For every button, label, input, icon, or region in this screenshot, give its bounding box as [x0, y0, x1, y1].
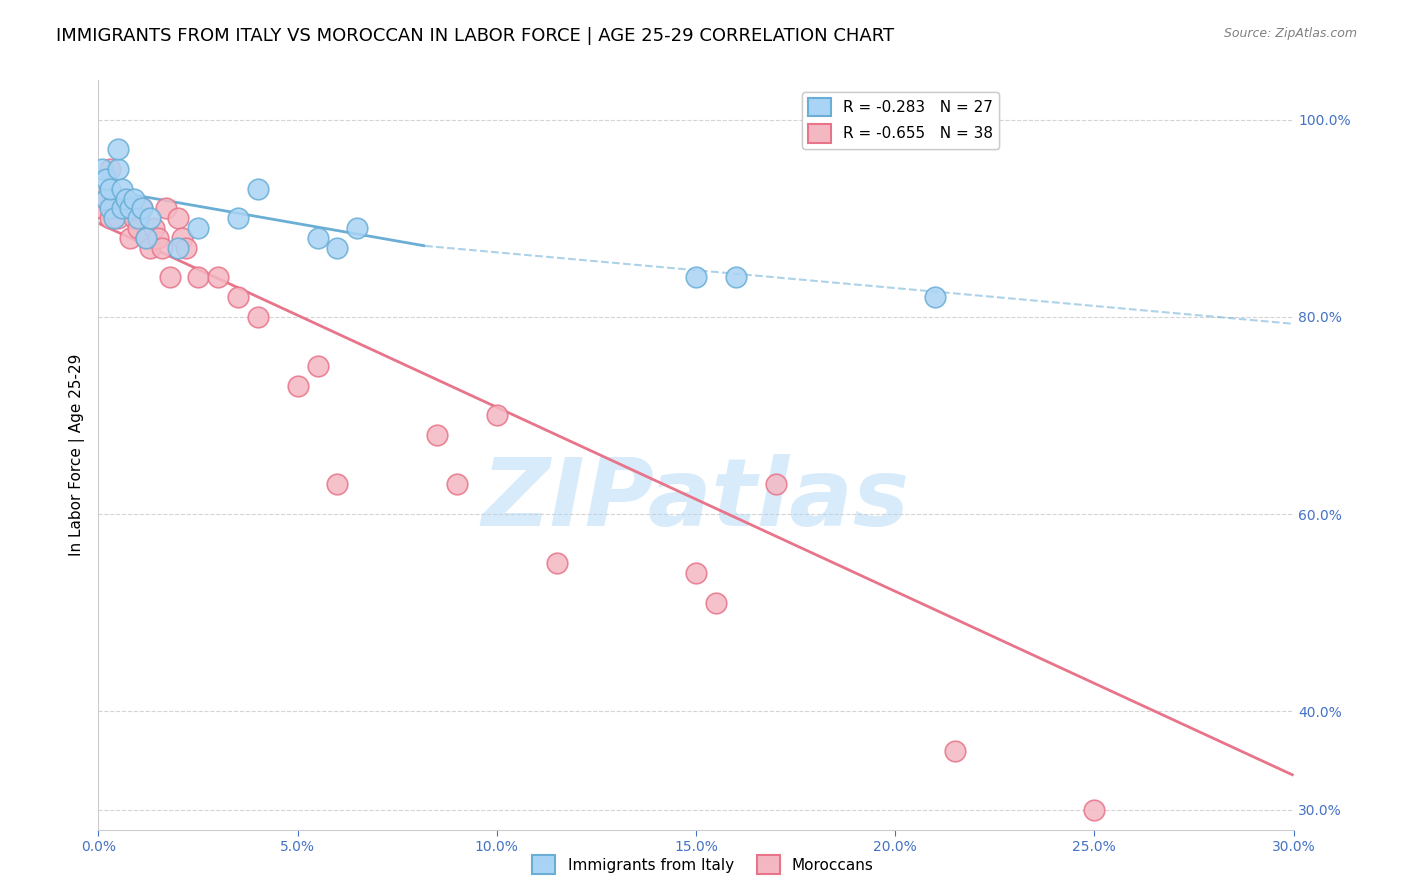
Point — [98, 211, 122, 226]
Point — [446, 477, 468, 491]
Point — [765, 477, 787, 491]
Point — [685, 270, 707, 285]
Y-axis label: In Labor Force | Age 25-29: In Labor Force | Age 25-29 — [69, 354, 84, 556]
Point — [307, 231, 329, 245]
Point — [226, 211, 249, 226]
Point — [346, 221, 368, 235]
Point — [103, 202, 125, 216]
Point — [135, 231, 157, 245]
Point — [124, 192, 146, 206]
Point — [111, 182, 134, 196]
Point — [704, 596, 727, 610]
Text: Source: ZipAtlas.com: Source: ZipAtlas.com — [1223, 27, 1357, 40]
Point — [485, 409, 508, 423]
Point — [98, 182, 122, 196]
Point — [120, 231, 142, 245]
Point — [246, 310, 269, 324]
Point — [685, 566, 707, 581]
Point — [98, 161, 122, 176]
Point — [174, 241, 197, 255]
Point — [167, 211, 190, 226]
Point — [207, 270, 229, 285]
Point — [187, 221, 209, 235]
Point — [187, 270, 209, 285]
Point — [107, 211, 129, 226]
Point — [96, 172, 118, 186]
Legend: R = -0.283   N = 27, R = -0.655   N = 38: R = -0.283 N = 27, R = -0.655 N = 38 — [801, 92, 1000, 149]
Point — [131, 202, 153, 216]
Point — [226, 290, 249, 304]
Point — [131, 202, 153, 216]
Text: IMMIGRANTS FROM ITALY VS MOROCCAN IN LABOR FORCE | AGE 25-29 CORRELATION CHART: IMMIGRANTS FROM ITALY VS MOROCCAN IN LAB… — [56, 27, 894, 45]
Point — [326, 477, 349, 491]
Point — [115, 192, 138, 206]
Point — [924, 290, 946, 304]
Point — [96, 192, 118, 206]
Point — [143, 221, 166, 235]
Point — [724, 270, 747, 285]
Point — [91, 202, 114, 216]
Point — [127, 221, 149, 235]
Point — [307, 359, 329, 374]
Point — [287, 379, 309, 393]
Point — [103, 211, 125, 226]
Point — [135, 231, 157, 245]
Legend: Immigrants from Italy, Moroccans: Immigrants from Italy, Moroccans — [526, 849, 880, 880]
Point — [139, 211, 162, 226]
Point — [111, 192, 134, 206]
Point — [91, 161, 114, 176]
Point — [115, 202, 138, 216]
Point — [943, 744, 966, 758]
Point — [127, 211, 149, 226]
Point — [96, 192, 118, 206]
Point — [98, 202, 122, 216]
Point — [155, 202, 177, 216]
Point — [159, 270, 181, 285]
Point — [1083, 803, 1105, 817]
Point — [120, 202, 142, 216]
Point — [148, 231, 170, 245]
Point — [107, 142, 129, 156]
Point — [139, 241, 162, 255]
Point — [326, 241, 349, 255]
Point — [124, 211, 146, 226]
Point — [167, 241, 190, 255]
Point — [546, 557, 568, 571]
Point — [111, 202, 134, 216]
Point — [107, 161, 129, 176]
Point — [150, 241, 173, 255]
Point — [246, 182, 269, 196]
Text: ZIPatlas: ZIPatlas — [482, 454, 910, 546]
Point — [426, 428, 449, 442]
Point — [172, 231, 194, 245]
